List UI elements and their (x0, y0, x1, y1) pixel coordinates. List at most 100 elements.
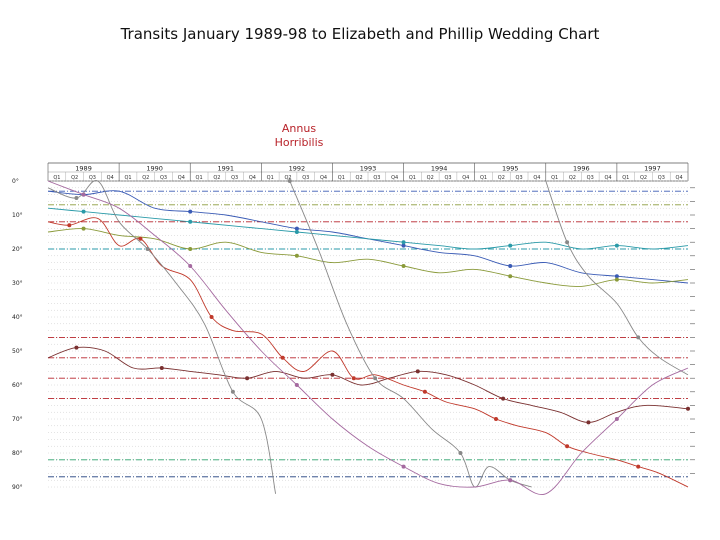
annotation-line-1: Annus (281, 122, 317, 135)
quarter-label: Q4 (604, 175, 611, 181)
transit-point (159, 366, 164, 370)
quarter-label: Q4 (178, 175, 185, 181)
quarter-label: Q3 (587, 175, 594, 181)
year-label: 1993 (360, 165, 377, 173)
quarter-label: Q4 (391, 175, 398, 181)
transit-point (188, 219, 193, 224)
transit-point (330, 372, 335, 377)
transit-point (686, 406, 690, 411)
transit-path-6 (47, 180, 277, 494)
transit-point (494, 417, 498, 421)
year-label: 1994 (431, 165, 448, 173)
year-label: 1990 (146, 165, 163, 173)
y-tick-label: 40° (12, 314, 23, 321)
y-tick-label: 20° (12, 246, 23, 253)
annotation-line-2: Horribilis (274, 136, 324, 149)
transit-path-3 (47, 228, 689, 287)
quarter-label: Q3 (160, 175, 167, 181)
quarter-label: Q4 (320, 175, 327, 181)
quarter-label: Q2 (142, 175, 149, 181)
quarter-label: Q4 (533, 175, 540, 181)
transit-point (501, 396, 506, 401)
transit-point (422, 389, 427, 394)
quarter-label: Q1 (196, 175, 203, 181)
transit-point (287, 179, 292, 183)
quarter-label: Q2 (498, 175, 505, 181)
transit-point (614, 243, 619, 248)
quarter-label: Q2 (569, 175, 576, 181)
transit-point (508, 264, 513, 268)
quarter-label: Q1 (124, 175, 131, 181)
transit-point (188, 247, 193, 251)
transit-point (81, 192, 86, 197)
transit-point (508, 243, 513, 248)
transit-point (508, 478, 513, 483)
y-tick-label: 0° (12, 178, 19, 185)
transit-point (138, 236, 143, 241)
transit-path-6 (289, 180, 532, 488)
year-label: 1996 (573, 165, 590, 173)
transit-point (294, 253, 299, 258)
natal-reference-lines (48, 190, 688, 478)
transit-point (280, 355, 285, 360)
y-tick-label: 80° (12, 450, 23, 457)
quarter-label: Q2 (71, 175, 78, 181)
quarter-label: Q1 (622, 175, 629, 181)
quarter-label: Q2 (213, 175, 220, 181)
quarter-label: Q2 (356, 175, 363, 181)
transit-point (294, 230, 299, 234)
transit-point (230, 389, 235, 394)
transit-point (636, 335, 641, 340)
quarter-label: Q4 (107, 175, 114, 181)
transit-point (145, 247, 150, 251)
quarter-label: Q4 (462, 175, 469, 181)
transit-point (188, 209, 193, 214)
quarter-label: Q4 (249, 175, 256, 181)
transit-point (614, 277, 619, 282)
transit-point (209, 315, 214, 319)
transit-point (614, 417, 619, 421)
y-tick-label: 70° (12, 416, 23, 423)
transit-point (401, 240, 406, 245)
y-tick-label: 10° (12, 212, 23, 219)
quarter-label: Q1 (551, 175, 558, 181)
transit-point (81, 226, 86, 231)
y-tick-label: 90° (12, 484, 23, 491)
year-label: 1992 (289, 165, 306, 173)
transit-point (401, 464, 406, 469)
y-tick-label: 60° (12, 382, 23, 389)
quarter-label: Q4 (676, 175, 683, 181)
year-label: 1997 (644, 165, 661, 173)
transit-point (586, 420, 591, 425)
annus-horribilis-annotation: Annus Horribilis (255, 122, 343, 150)
transit-path-4 (47, 346, 689, 423)
quarter-label: Q3 (302, 175, 309, 181)
transit-point (458, 451, 463, 455)
quarter-label: Q2 (284, 175, 291, 181)
quarter-label: Q1 (409, 175, 416, 181)
y-tick-label: 30° (12, 280, 23, 287)
transit-point (636, 464, 641, 469)
transit-point (614, 274, 619, 279)
quarter-label: Q2 (640, 175, 647, 181)
transit-path-5 (47, 217, 689, 488)
quarter-label: Q1 (267, 175, 274, 181)
transit-point (415, 369, 420, 374)
year-quarter-header: 1989 1990 1991 1992 1993 1994 1995 1996 1997 Q1 Q2… (47, 162, 689, 182)
transit-path-7 (47, 180, 689, 495)
quarter-label: Q3 (658, 175, 665, 181)
transit-paths (47, 179, 690, 495)
transit-point (565, 240, 570, 245)
degree-grid: 0° 10° 20° 30° 40° 50° 60° 70° 80° 90° (12, 178, 695, 491)
transit-point (565, 444, 570, 449)
year-label: 1989 (75, 165, 92, 173)
transit-point (373, 376, 378, 381)
transit-point (74, 345, 79, 350)
year-label: 1991 (218, 165, 235, 173)
transit-point (245, 376, 250, 381)
quarter-label: Q3 (444, 175, 451, 181)
quarter-label: Q3 (89, 175, 96, 181)
transit-point (81, 209, 86, 214)
quarter-label: Q3 (373, 175, 380, 181)
